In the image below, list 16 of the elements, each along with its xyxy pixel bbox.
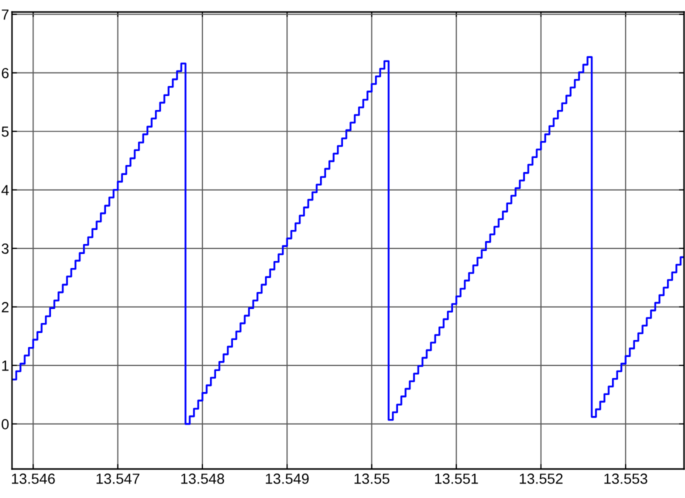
x-tick-label: 13.552 <box>520 474 563 484</box>
x-tick-label: 13.547 <box>96 474 140 484</box>
y-tick-label: 4 <box>1 185 9 196</box>
y-tick-label: 2 <box>2 302 8 312</box>
x-tick-label: 13.55 <box>354 474 390 484</box>
y-tick-label: 5 <box>2 126 9 137</box>
y-tick-label: 0 <box>2 419 9 430</box>
y-tick-label: 6 <box>2 68 9 78</box>
x-tick-label: 13.551 <box>435 474 478 484</box>
y-tick-label: 7 <box>2 10 8 20</box>
x-tick-label: 13.553 <box>604 474 648 484</box>
y-tick-label: 3 <box>2 244 9 254</box>
x-tick-label: 13.548 <box>181 474 224 484</box>
y-tick-label: 1 <box>2 360 9 371</box>
x-tick-label: 13.549 <box>266 474 309 484</box>
x-tick-label: 13.546 <box>12 474 55 484</box>
